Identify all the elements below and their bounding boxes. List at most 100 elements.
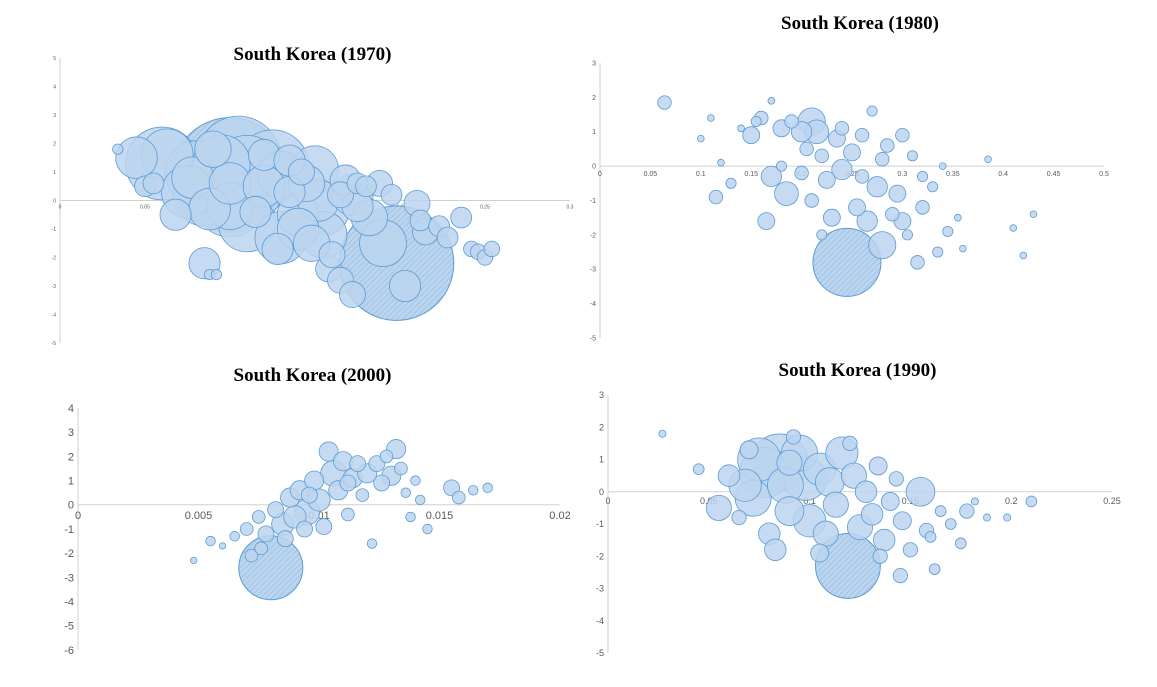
data-point-2000 [254, 541, 268, 556]
data-point-1990 [860, 503, 884, 526]
x-tick-label-1980: 0.4 [998, 171, 1008, 178]
data-point-1970 [450, 206, 473, 229]
data-point-1980 [804, 193, 819, 208]
y-tick-label-2000: -3 [64, 572, 74, 584]
data-point-1980 [725, 177, 737, 189]
x-tick-label-1980: 0.45 [1047, 171, 1061, 178]
chart-panel-1980: South Korea (1980) 3 2 1 0 -1 -2 -3 -4 -5 0 0.05 0.… [580, 8, 1140, 353]
y-tick-label-1970: -2 [52, 255, 57, 261]
data-point-2000 [190, 556, 198, 565]
x-tick-label-1990: 0.1 [803, 496, 816, 506]
data-point-1990 [1025, 495, 1038, 508]
data-point-1980 [848, 198, 866, 217]
data-point-1990 [739, 440, 759, 460]
data-point-1980 [760, 165, 782, 188]
x-tick-label-1980: 0.5 [1099, 171, 1109, 178]
data-point-1980 [697, 134, 705, 143]
data-point-1980 [737, 124, 745, 133]
data-point-2000 [341, 507, 355, 522]
y-tick-label-1980: 1 [592, 129, 596, 136]
data-point-1980 [843, 143, 861, 162]
x-tick-label-1990: 0 [605, 496, 610, 506]
data-point-1990 [815, 533, 881, 599]
data-point-2000 [366, 538, 378, 549]
data-point-1970 [112, 143, 124, 155]
data-point-1980 [984, 155, 992, 164]
data-point-2000 [482, 482, 493, 494]
data-point-1980 [784, 114, 799, 129]
y-tick-label-2000: 2 [68, 451, 74, 463]
data-point-2000 [205, 535, 216, 547]
data-point-2000 [410, 475, 421, 486]
data-point-1990 [717, 464, 741, 487]
data-point-1990 [705, 494, 732, 521]
data-point-2000 [229, 531, 240, 542]
x-tick-label-1980: 0.15 [744, 171, 758, 178]
y-tick-label-1980: -2 [590, 232, 596, 239]
y-tick-label-1970: 4 [53, 84, 56, 90]
y-tick-label-1970: 0 [53, 198, 56, 204]
data-point-1990 [692, 463, 705, 475]
data-point-1970 [194, 130, 232, 168]
chart-panel-1970: South Korea (1970) 5 4 3 2 1 0 -1 -2 -3 -4 -5 0 0.05… [40, 38, 585, 348]
data-point-2000 [267, 501, 285, 519]
data-point-1980 [938, 162, 947, 170]
data-point-1980 [816, 229, 828, 241]
data-point-2000 [251, 510, 266, 524]
data-point-1990 [822, 491, 849, 518]
x-tick-label-1980: 0.35 [946, 171, 960, 178]
y-tick-label-1980: -5 [590, 335, 596, 342]
x-tick-label-1980: 0.25 [845, 171, 859, 178]
y-tick-label-1990: -3 [596, 584, 604, 594]
data-point-1980 [932, 246, 944, 258]
data-point-1990 [854, 480, 878, 503]
data-point-2000 [315, 518, 333, 535]
y-tick-label-1980: 2 [592, 95, 596, 102]
data-point-2000 [300, 486, 318, 504]
data-point-1980 [831, 158, 853, 181]
data-point-1980 [1029, 210, 1038, 219]
y-tick-label-1980: -3 [590, 267, 596, 274]
data-point-2000 [355, 488, 370, 502]
data-point-2000 [405, 511, 416, 523]
y-tick-label-1970: 1 [53, 170, 56, 176]
y-tick-label-1990: 2 [599, 422, 604, 432]
data-point-1980 [794, 165, 809, 181]
data-point-2000 [400, 487, 411, 498]
chart-title-1990: South Korea (1990) [778, 360, 937, 381]
data-point-1980 [812, 227, 882, 297]
y-tick-label-1970: -5 [52, 341, 57, 347]
y-tick-label-1990: -2 [596, 551, 604, 561]
data-point-1970 [210, 269, 222, 281]
data-point-1980 [767, 97, 776, 105]
data-point-1980 [885, 207, 900, 222]
data-point-1970 [287, 158, 315, 186]
data-point-1990 [872, 528, 896, 552]
y-tick-label-2000: -6 [64, 645, 74, 657]
y-tick-label-1990: 1 [599, 455, 604, 465]
data-point-1980 [657, 95, 672, 110]
chart-panel-1990: South Korea (1990) 3210-1-2-3-4-500.050.… [570, 355, 1145, 685]
data-point-1990 [954, 537, 967, 550]
data-point-1980 [834, 121, 850, 136]
scatter-plot-1980: 3210-1-2-3-4-500.050.10.150.20.250.30.35… [590, 60, 1109, 342]
data-point-1980 [875, 152, 890, 167]
data-point-1980 [942, 225, 954, 237]
x-tick-label-1970: 0 [59, 205, 62, 211]
x-tick-label-1980: 0.05 [644, 171, 658, 178]
y-tick-label-1990: -4 [596, 616, 604, 626]
x-tick-label-2000: 0.015 [426, 510, 454, 522]
chart-panel-2000: South Korea (2000) 4 3 2 1 0 -1 -2 -3 -4 -5 -6 0 0.0… [40, 360, 585, 685]
data-point-2000 [318, 441, 339, 462]
data-point-1990 [868, 456, 888, 476]
data-point-1980 [910, 255, 925, 270]
y-tick-label-2000: -4 [64, 596, 74, 608]
data-point-1980 [888, 184, 907, 203]
data-point-1980 [901, 229, 913, 241]
data-point-1990 [934, 505, 947, 517]
y-tick-label-2000: -1 [64, 524, 74, 536]
data-point-1970 [261, 232, 294, 265]
chart-title-2000: South Korea (2000) [233, 365, 392, 386]
